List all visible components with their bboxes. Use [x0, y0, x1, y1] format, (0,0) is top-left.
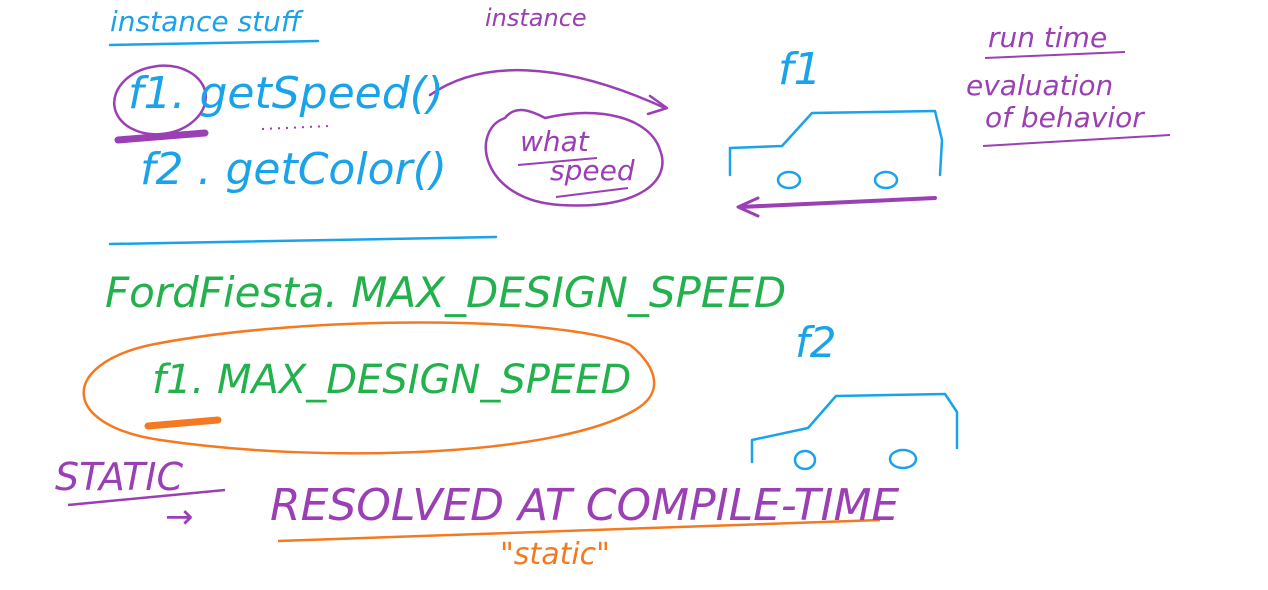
getspeed-dots: [261, 125, 331, 130]
car1-arrow: [738, 196, 937, 209]
instance-label: instance: [485, 4, 587, 32]
what-underline: [517, 157, 598, 166]
behavior-underline: [982, 134, 1171, 147]
of-behavior-label: of behavior: [985, 101, 1144, 134]
f1-thick-underline: [114, 129, 209, 144]
what-label: what: [520, 125, 589, 158]
car1-arrow-head: [736, 196, 760, 218]
instance-stuff-label: instance stuff: [110, 5, 302, 38]
static-underline: [67, 488, 226, 507]
call-arrow: [428, 68, 667, 110]
f1-max-ellipse: [82, 321, 656, 455]
f2-getcolor-call: f2 . getColor(): [140, 144, 447, 195]
fordfiesta-max-speed: FordFiesta. MAX_DESIGN_SPEED: [105, 268, 787, 317]
resolved-at-compile-time: RESOLVED AT COMPILE-TIME: [270, 480, 900, 531]
car2-label: f2: [795, 318, 837, 367]
call-arrow-head: [646, 94, 669, 116]
speed-underline: [555, 187, 629, 198]
runtime-label: run time: [988, 21, 1108, 54]
instance-stuff-underline: [108, 39, 320, 47]
car1-wheel-rear: [873, 170, 899, 190]
f1-max-speed: f1. MAX_DESIGN_SPEED: [152, 357, 632, 403]
car1-wheel-front: [776, 170, 802, 190]
speed-label: speed: [550, 154, 635, 187]
arrow-icon: →: [165, 497, 194, 537]
car1-body: [728, 109, 944, 177]
evaluation-label: evaluation: [966, 69, 1114, 102]
f1-orange-underline: [144, 416, 222, 430]
section-divider: [108, 235, 498, 246]
f1-getspeed-call: f1. getSpeed(): [128, 68, 444, 119]
static-label: STATIC: [55, 455, 184, 499]
car1-label: f1: [778, 44, 822, 95]
what-speed-bubble: [484, 108, 664, 207]
car2-wheel-front: [793, 449, 817, 471]
resolved-underline: [277, 518, 881, 543]
car2-wheel-rear: [888, 448, 918, 470]
static-quote-label: "static": [500, 537, 610, 572]
car2-body: [750, 392, 959, 464]
runtime-underline: [984, 51, 1126, 59]
